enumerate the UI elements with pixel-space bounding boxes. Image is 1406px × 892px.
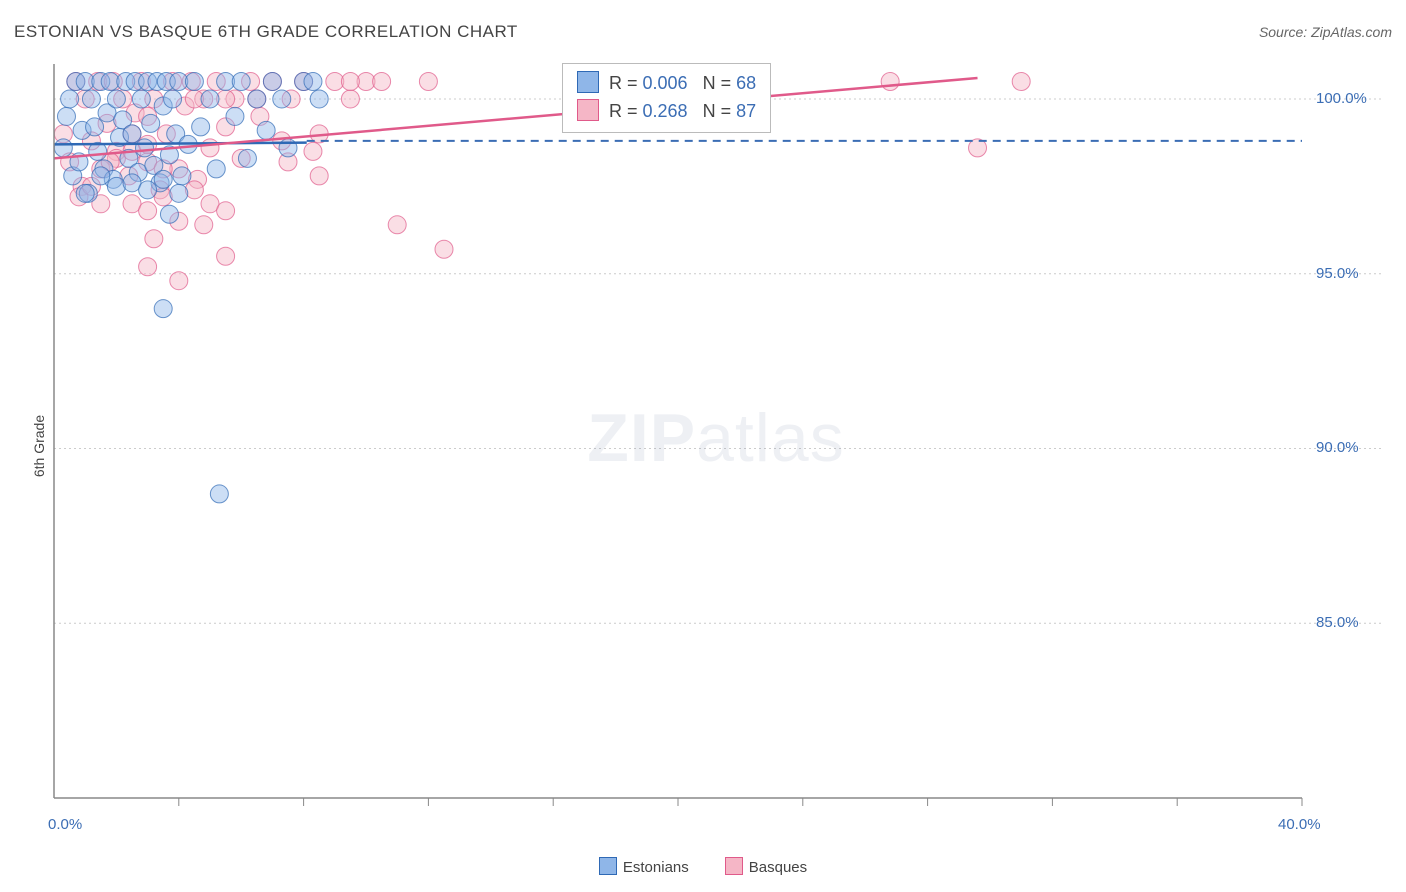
- stat-row: R = 0.268 N = 87: [577, 98, 756, 126]
- y-axis-label: 6th Grade: [31, 415, 47, 477]
- legend: Estonians Basques: [0, 857, 1406, 876]
- estonian-swatch: [577, 71, 599, 93]
- legend-label: Basques: [749, 859, 807, 876]
- scatter-plot: [46, 58, 1386, 818]
- chart-title: ESTONIAN VS BASQUE 6TH GRADE CORRELATION…: [14, 22, 518, 42]
- basque-swatch: [725, 857, 743, 875]
- stat-row: R = 0.006 N = 68: [577, 70, 756, 98]
- correlation-legend-box: R = 0.006 N = 68R = 0.268 N = 87: [562, 63, 771, 133]
- r-value: 0.268: [643, 101, 688, 121]
- x-tick-label: 40.0%: [1278, 816, 1321, 833]
- n-value: 87: [736, 101, 756, 121]
- legend-item: Basques: [725, 859, 807, 876]
- y-tick-label: 95.0%: [1316, 265, 1359, 282]
- y-tick-label: 100.0%: [1316, 90, 1367, 107]
- legend-item: Estonians: [599, 859, 689, 876]
- source-attribution: Source: ZipAtlas.com: [1259, 24, 1392, 40]
- n-label: N =: [688, 101, 737, 121]
- n-label: N =: [688, 73, 737, 93]
- r-label: R =: [609, 101, 643, 121]
- r-label: R =: [609, 73, 643, 93]
- n-value: 68: [736, 73, 756, 93]
- estonian-swatch: [599, 857, 617, 875]
- x-tick-label: 0.0%: [48, 816, 82, 833]
- y-tick-label: 90.0%: [1316, 439, 1359, 456]
- plot-area: ZIPatlas: [46, 58, 1386, 818]
- basque-swatch: [577, 99, 599, 121]
- legend-label: Estonians: [623, 859, 689, 876]
- y-tick-label: 85.0%: [1316, 614, 1359, 631]
- r-value: 0.006: [643, 73, 688, 93]
